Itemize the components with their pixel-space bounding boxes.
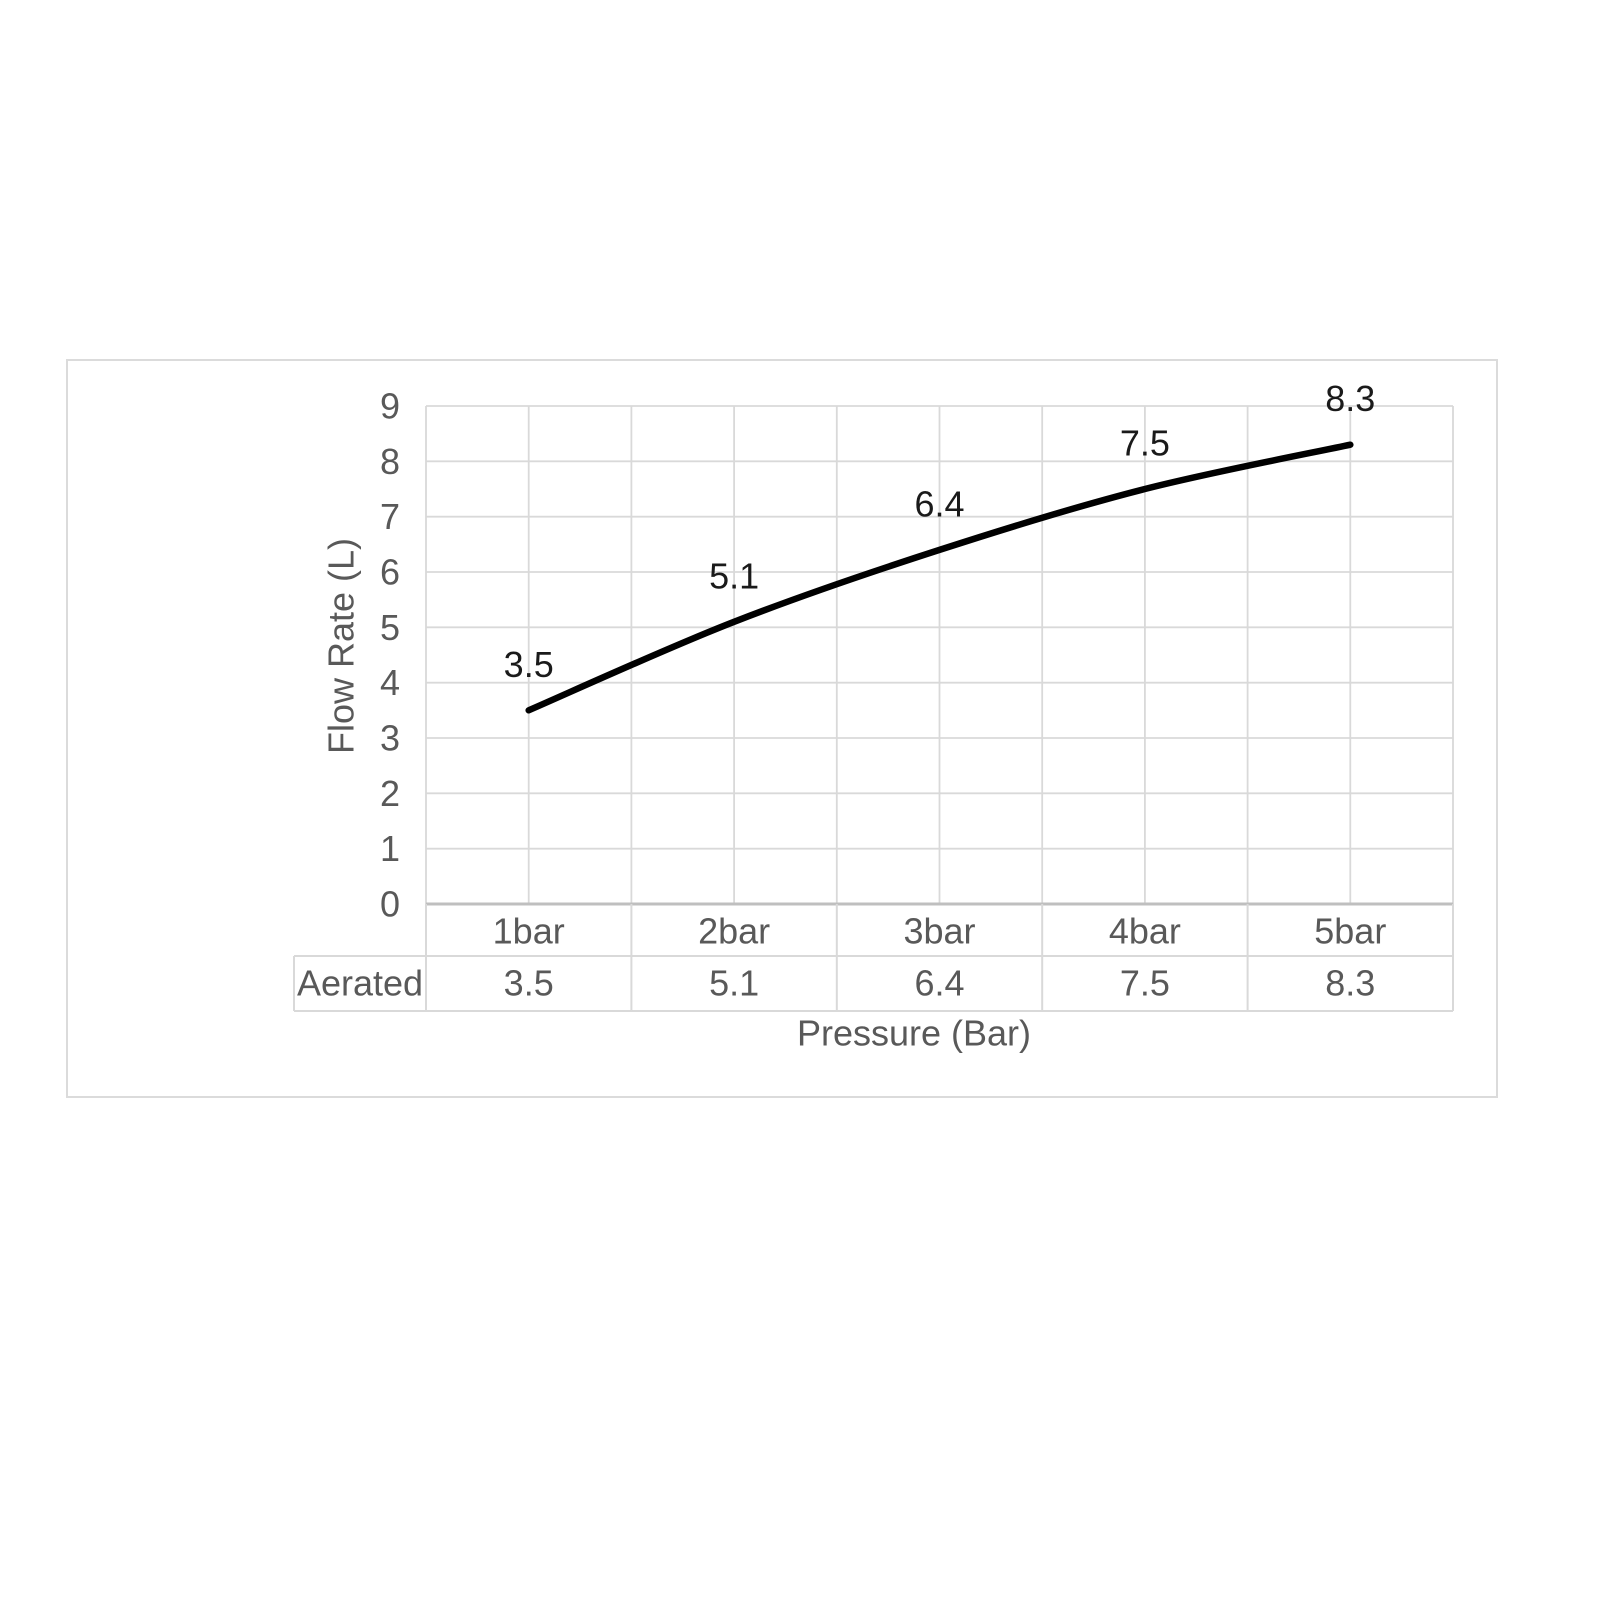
data-label: 5.1	[709, 555, 759, 596]
y-tick-label: 4	[380, 662, 400, 703]
table-value: 7.5	[1120, 963, 1170, 1004]
data-label: 7.5	[1120, 423, 1170, 464]
y-tick-label: 9	[380, 386, 400, 427]
axis-text-layer: 0 1 2 3 4 5 6 7 8 9 1bar 2bar 3bar 4bar 5bar Aerated 3.5…	[297, 378, 1386, 1003]
table-value: 3.5	[504, 963, 554, 1004]
series-layer	[525, 441, 1354, 714]
x-axis-title: Pressure (Bar)	[797, 1013, 1031, 1054]
flow-rate-line-chart: 0 1 2 3 4 5 6 7 8 9 1bar 2bar 3bar 4bar 5bar Aerated 3.5…	[293, 378, 1454, 1054]
data-label: 3.5	[504, 644, 554, 685]
y-tick-label: 8	[380, 441, 400, 482]
y-axis-title: Flow Rate (L)	[321, 538, 362, 754]
y-tick-label: 2	[380, 773, 400, 814]
x-category-label: 5bar	[1314, 911, 1386, 952]
chart-area: 0 1 2 3 4 5 6 7 8 9 1bar 2bar 3bar 4bar 5bar Aerated 3.5…	[66, 359, 1498, 1098]
aerated-series-line	[525, 441, 1354, 714]
y-tick-label: 5	[380, 607, 400, 648]
data-table-layer	[293, 904, 1454, 1012]
data-label: 6.4	[914, 483, 964, 524]
y-tick-label: 7	[380, 496, 400, 537]
table-value: 6.4	[914, 963, 964, 1004]
y-tick-label: 1	[380, 828, 400, 869]
gridlines-layer	[425, 405, 1454, 906]
y-tick-label: 0	[380, 884, 400, 925]
x-category-label: 3bar	[903, 911, 975, 952]
table-series-name: Aerated	[297, 963, 423, 1004]
x-category-label: 4bar	[1109, 911, 1181, 952]
table-value: 5.1	[709, 963, 759, 1004]
table-value: 8.3	[1325, 963, 1375, 1004]
y-tick-label: 6	[380, 552, 400, 593]
x-category-label: 2bar	[698, 911, 770, 952]
y-tick-label: 3	[380, 718, 400, 759]
x-category-label: 1bar	[493, 911, 565, 952]
data-label: 8.3	[1325, 378, 1375, 419]
